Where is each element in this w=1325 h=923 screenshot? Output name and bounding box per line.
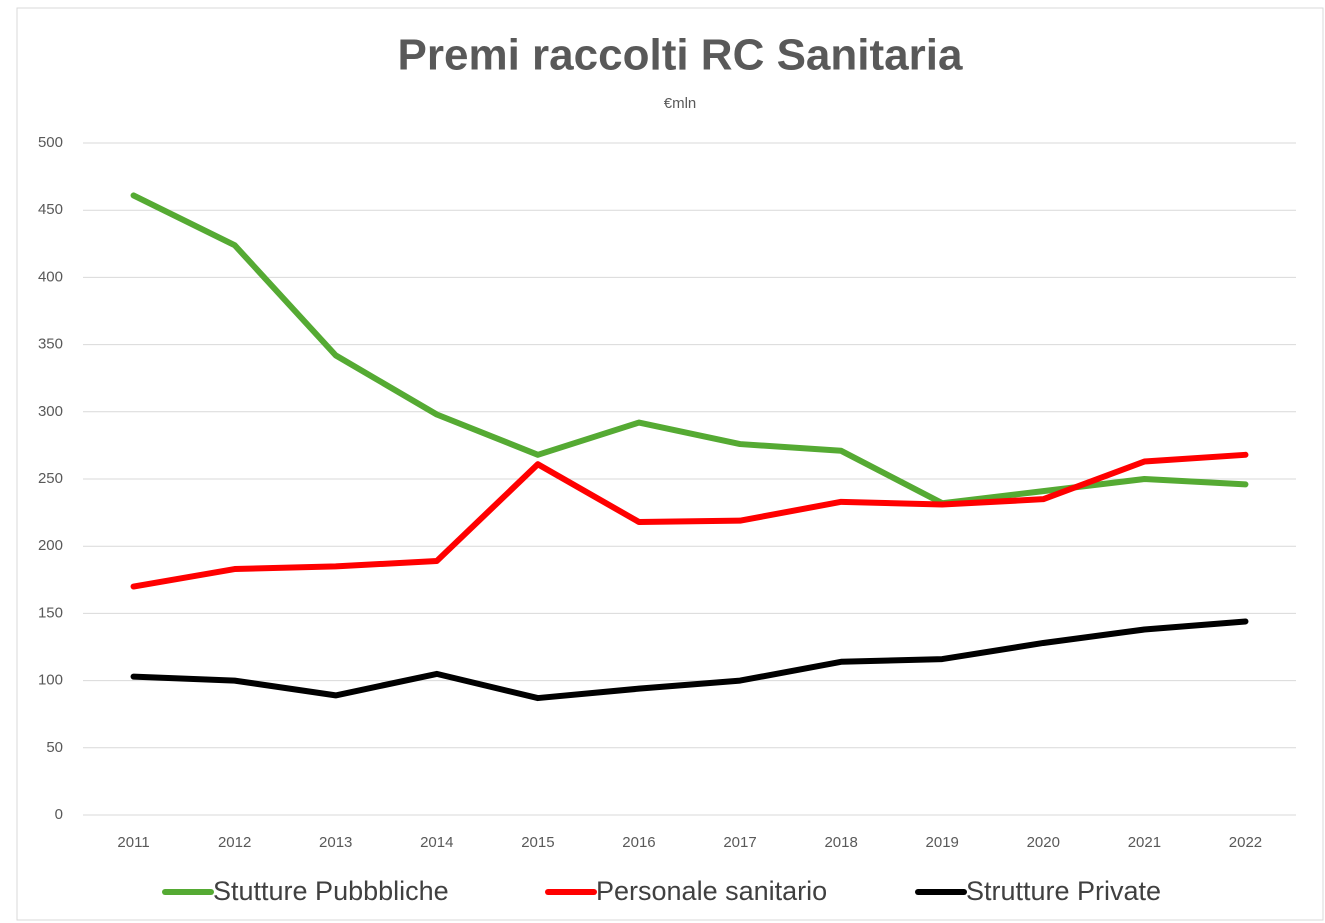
x-tick-label: 2021 (1128, 834, 1161, 851)
legend-label: Stutture Pubbbliche (213, 876, 449, 906)
x-tick-label: 2022 (1229, 834, 1262, 851)
x-tick-label: 2013 (319, 834, 352, 851)
legend-label: Personale sanitario (596, 876, 827, 906)
x-tick-label: 2012 (218, 834, 251, 851)
y-tick-label: 400 (38, 268, 63, 285)
y-tick-label: 450 (38, 201, 63, 218)
series-line (130, 192, 1249, 507)
y-tick-label: 350 (38, 336, 63, 353)
series-line (130, 618, 1249, 702)
y-tick-label: 200 (38, 537, 63, 554)
y-tick-label: 300 (38, 403, 63, 420)
y-tick-label: 150 (38, 604, 63, 621)
x-tick-label: 2011 (117, 834, 149, 851)
y-tick-label: 0 (55, 806, 63, 823)
x-tick-label: 2016 (622, 834, 655, 851)
x-tick-label: 2017 (723, 834, 756, 851)
series-line (130, 451, 1249, 590)
y-tick-label: 100 (38, 672, 63, 689)
x-tick-label: 2019 (926, 834, 959, 851)
x-tick-label: 2018 (824, 834, 857, 851)
x-tick-label: 2014 (420, 834, 453, 851)
y-tick-label: 500 (38, 134, 63, 151)
chart-subtitle: €mln (664, 95, 697, 112)
y-tick-label: 50 (46, 739, 63, 756)
legend-label: Strutture Private (966, 876, 1161, 906)
chart-title: Premi raccolti RC Sanitaria (398, 31, 963, 80)
y-tick-label: 250 (38, 470, 63, 487)
x-tick-label: 2015 (521, 834, 554, 851)
x-tick-label: 2020 (1027, 834, 1060, 851)
chart-border (16, 7, 1324, 921)
